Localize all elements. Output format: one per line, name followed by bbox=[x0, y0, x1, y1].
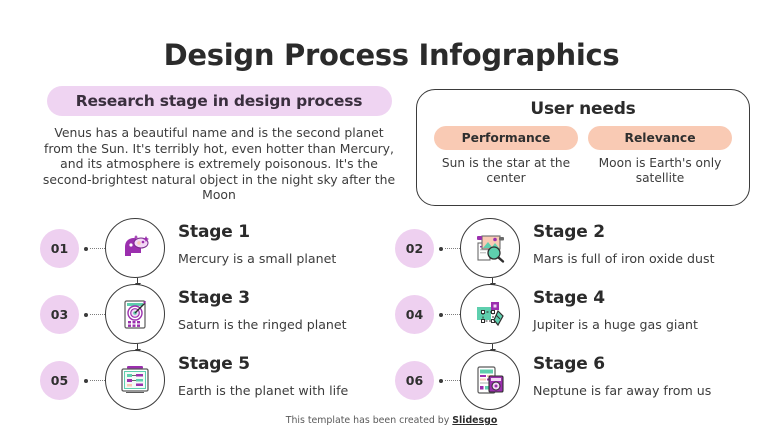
stage-title: Stage 4 bbox=[533, 288, 605, 308]
slidesgo-link[interactable]: Slidesgo bbox=[452, 415, 498, 426]
performance-description: Sun is the star at the center bbox=[441, 156, 571, 185]
stage-title: Stage 6 bbox=[533, 354, 605, 374]
research-stage-pill: Research stage in design process bbox=[46, 86, 392, 116]
stage-text-block: Stage 3 Saturn is the ringed planet bbox=[178, 288, 418, 332]
stage-number-badge: 05 bbox=[40, 361, 79, 400]
user-needs-title: User needs bbox=[530, 99, 636, 119]
badge-connector bbox=[84, 378, 105, 383]
stage-number-badge: 01 bbox=[40, 229, 79, 268]
devices-prototype-icon bbox=[460, 350, 520, 410]
stage-text-block: Stage 6 Neptune is far away from us bbox=[533, 354, 773, 398]
research-intro-block: Research stage in design process Venus h… bbox=[28, 86, 410, 203]
user-needs-item-relevance: Relevance Moon is Earth's only satellite bbox=[588, 126, 732, 186]
footer-credit: This template has been created by Slides… bbox=[0, 415, 783, 426]
document-magnifier-icon bbox=[460, 218, 520, 278]
badge-connector bbox=[439, 312, 460, 317]
user-needs-card: User needs Performance Sun is the star a… bbox=[416, 89, 750, 206]
performance-pill: Performance bbox=[434, 126, 578, 150]
user-needs-columns: Performance Sun is the star at the cente… bbox=[417, 119, 749, 186]
target-document-icon bbox=[105, 284, 165, 344]
stage-text-block: Stage 1 Mercury is a small planet bbox=[178, 222, 418, 266]
stage-description: Jupiter is a huge gas giant bbox=[533, 317, 698, 332]
relevance-pill: Relevance bbox=[588, 126, 732, 150]
stage-text-block: Stage 2 Mars is full of iron oxide dust bbox=[533, 222, 773, 266]
stage-description: Saturn is the ringed planet bbox=[178, 317, 347, 332]
badge-connector bbox=[84, 246, 105, 251]
stage-number-badge: 02 bbox=[395, 229, 434, 268]
stage-title: Stage 3 bbox=[178, 288, 250, 308]
stage-title: Stage 1 bbox=[178, 222, 250, 242]
stage-number-badge: 03 bbox=[40, 295, 79, 334]
footer-prefix: This template has been created by bbox=[285, 415, 453, 426]
whiteboard-icon bbox=[105, 350, 165, 410]
badge-connector bbox=[84, 312, 105, 317]
stage-description: Neptune is far away from us bbox=[533, 383, 712, 398]
badge-connector bbox=[439, 246, 460, 251]
stage-title: Stage 5 bbox=[178, 354, 250, 374]
stage-description: Mercury is a small planet bbox=[178, 251, 337, 266]
stage-description: Earth is the planet with life bbox=[178, 383, 349, 398]
stage-text-block: Stage 5 Earth is the planet with life bbox=[178, 354, 418, 398]
badge-connector bbox=[439, 378, 460, 383]
design-tools-icon bbox=[460, 284, 520, 344]
research-intro-text: Venus has a beautiful name and is the se… bbox=[42, 125, 396, 203]
relevance-description: Moon is Earth's only satellite bbox=[598, 156, 722, 185]
stage-title: Stage 2 bbox=[533, 222, 605, 242]
stage-number-badge: 06 bbox=[395, 361, 434, 400]
user-needs-item-performance: Performance Sun is the star at the cente… bbox=[434, 126, 578, 186]
stage-text-block: Stage 4 Jupiter is a huge gas giant bbox=[533, 288, 773, 332]
stage-description: Mars is full of iron oxide dust bbox=[533, 251, 715, 266]
page-title: Design Process Infographics bbox=[163, 38, 620, 72]
stage-number-badge: 04 bbox=[395, 295, 434, 334]
head-idea-icon bbox=[105, 218, 165, 278]
